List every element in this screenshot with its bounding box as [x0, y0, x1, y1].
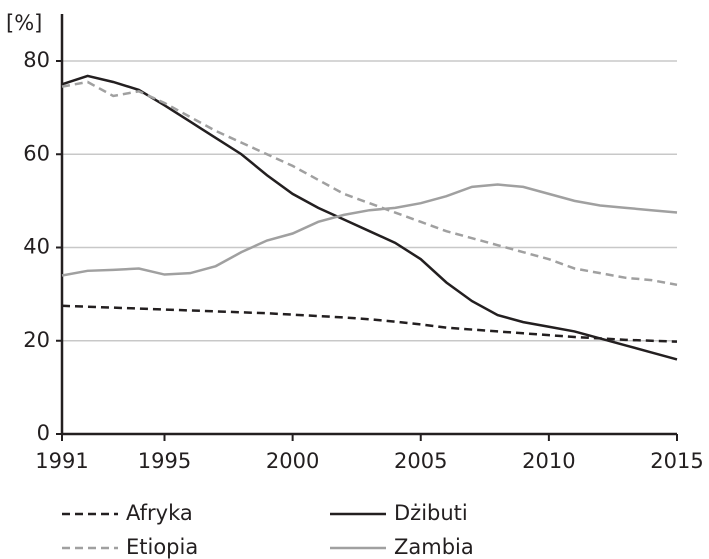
x-tick-label: 2010 — [522, 449, 575, 473]
line-series — [61, 74, 678, 361]
legend-label: Dżibuti — [394, 501, 468, 525]
y-tick-label: 60 — [23, 141, 50, 165]
x-tick-label: 1995 — [138, 449, 191, 473]
y-tick-label: 0 — [37, 421, 50, 445]
line-series — [61, 183, 678, 277]
legend-label: Zambia — [394, 535, 474, 559]
line-series — [61, 80, 678, 287]
x-tick-label: 2000 — [266, 449, 319, 473]
legend-label: Etiopia — [126, 535, 198, 559]
x-tick-label: 2005 — [394, 449, 447, 473]
y-tick-label: 20 — [23, 328, 50, 352]
x-tick-label: 1991 — [35, 449, 88, 473]
line-series — [61, 304, 678, 343]
y-tick-label: 80 — [23, 48, 50, 72]
legend-label: Afryka — [126, 501, 193, 525]
y-axis-label: [%] — [6, 11, 42, 35]
y-tick-label: 40 — [23, 235, 50, 259]
x-tick-label: 2015 — [650, 449, 703, 473]
